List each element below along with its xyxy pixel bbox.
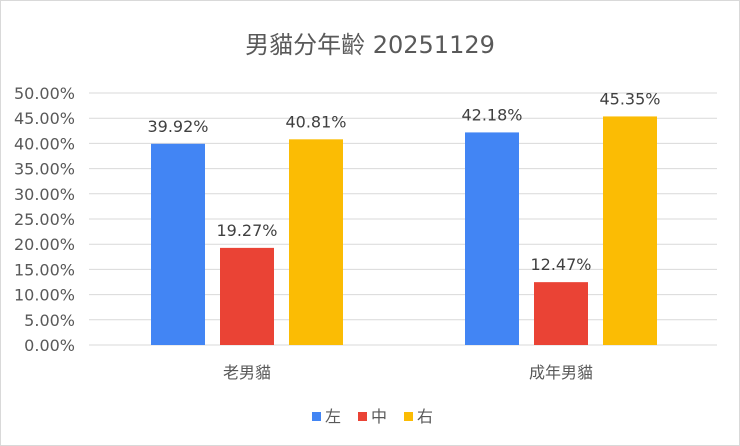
y-tick-label: 50.00% xyxy=(14,84,75,103)
legend-swatch-左 xyxy=(312,412,321,421)
chart-title: 男貓分年齡 20251129 xyxy=(245,31,495,59)
data-label: 39.92% xyxy=(147,117,208,136)
legend: 左中右 xyxy=(312,407,433,426)
data-labels: 39.92% 19.27% 40.81% 42.18% 12.47% 45.35% xyxy=(147,89,660,274)
y-tick-label: 35.00% xyxy=(14,160,75,179)
bar-右-老男貓 xyxy=(289,139,343,345)
legend-swatch-中 xyxy=(358,412,367,421)
x-category-label: 成年男貓 xyxy=(529,363,593,382)
y-tick-label: 40.00% xyxy=(14,134,75,153)
data-label: 12.47% xyxy=(530,255,591,274)
bar-中-老男貓 xyxy=(220,247,274,345)
bar-左-老男貓 xyxy=(151,143,205,345)
data-label: 19.27% xyxy=(216,221,277,240)
legend-label: 左 xyxy=(325,407,341,426)
y-tick-label: 25.00% xyxy=(14,210,75,229)
y-tick-label: 45.00% xyxy=(14,109,75,128)
bar-中-成年男貓 xyxy=(534,282,588,345)
y-tick-label: 15.00% xyxy=(14,260,75,279)
y-tick-label: 20.00% xyxy=(14,235,75,254)
legend-label: 右 xyxy=(417,407,433,426)
y-tick-label: 10.00% xyxy=(14,286,75,305)
bar-左-成年男貓 xyxy=(465,132,519,345)
x-category-label: 老男貓 xyxy=(223,363,271,382)
bars xyxy=(151,116,657,345)
bar-右-成年男貓 xyxy=(603,116,657,345)
y-axis-ticks: 0.00% 5.00% 10.00% 15.00% 20.00% 25.00% 30.00%… xyxy=(14,84,75,355)
legend-swatch-右 xyxy=(404,412,413,421)
x-axis-categories: 老男貓 成年男貓 xyxy=(223,363,593,382)
data-label: 40.81% xyxy=(285,112,346,131)
y-tick-label: 0.00% xyxy=(24,336,75,355)
data-label: 45.35% xyxy=(599,89,660,108)
y-tick-label: 30.00% xyxy=(14,185,75,204)
data-label: 42.18% xyxy=(461,105,522,124)
y-tick-label: 5.00% xyxy=(24,311,75,330)
legend-label: 中 xyxy=(371,407,387,426)
